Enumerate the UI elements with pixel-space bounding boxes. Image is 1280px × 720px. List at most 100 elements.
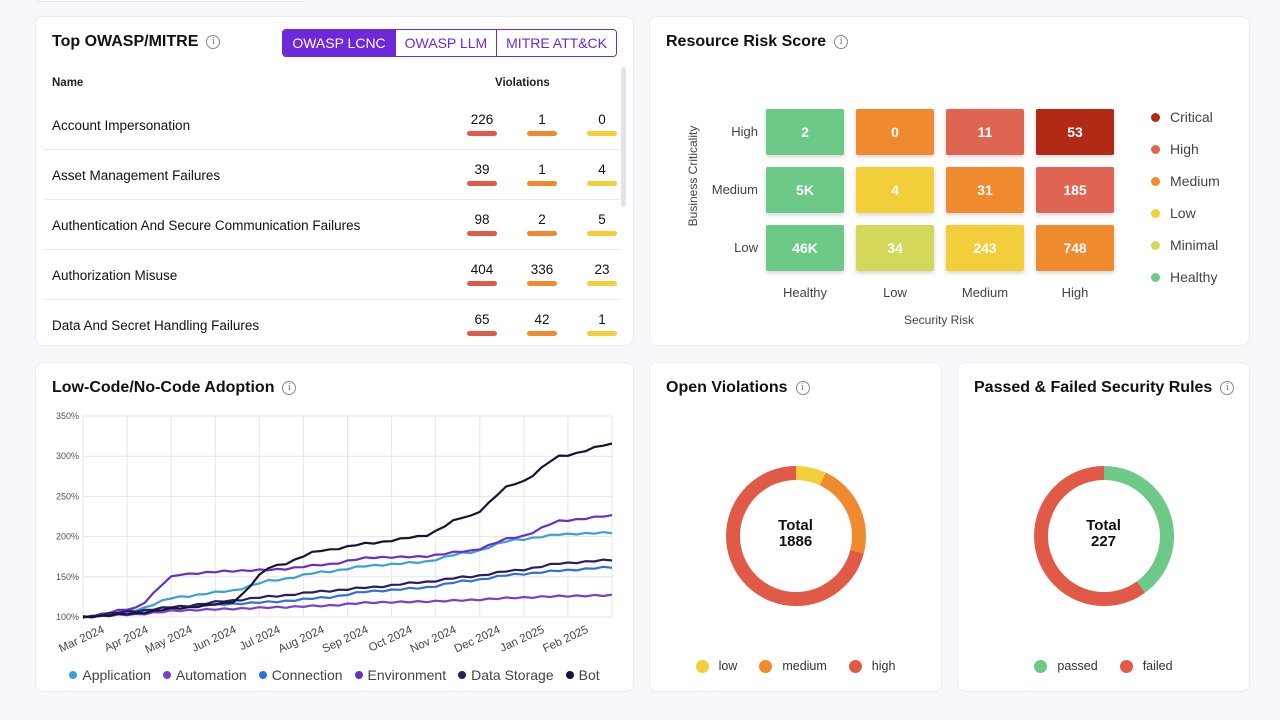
- risk-cell[interactable]: 34: [856, 225, 934, 271]
- legend-label: Medium: [1170, 173, 1220, 189]
- legend-item[interactable]: Low: [1151, 197, 1220, 229]
- violation-count: 1: [538, 112, 546, 127]
- risk-cell[interactable]: 243: [946, 225, 1024, 271]
- legend-item[interactable]: Medium: [1151, 165, 1220, 197]
- tab-owasp-lcnc[interactable]: OWASP LCNC: [283, 30, 396, 56]
- series-line-bot: [82, 442, 613, 619]
- violation-count: 2: [538, 212, 546, 227]
- risk-cell[interactable]: 4: [856, 167, 934, 213]
- column-header-name[interactable]: Name: [52, 77, 84, 89]
- legend-item[interactable]: Automation: [162, 667, 247, 683]
- legend-dot: [69, 671, 78, 679]
- violation-count: 1: [598, 312, 606, 327]
- legend-item[interactable]: medium: [759, 659, 827, 673]
- legend-label: failed: [1142, 659, 1173, 673]
- series-line-environment: [82, 514, 613, 618]
- adoption-title: Low-Code/No-Code Adoption i: [52, 379, 297, 397]
- open-violations-title: Open Violations i: [666, 379, 810, 397]
- top-panel-edge: [36, 0, 306, 2]
- security-rules-donut: [1034, 466, 1174, 606]
- violation-low: 23: [586, 262, 618, 286]
- legend-label: Data Storage: [471, 667, 554, 683]
- legend-dot: [1151, 240, 1160, 250]
- legend-item[interactable]: Healthy: [1151, 261, 1220, 293]
- risk-cell[interactable]: 31: [946, 167, 1024, 213]
- legend-item[interactable]: Application: [69, 667, 151, 683]
- severity-bar: [587, 281, 617, 286]
- table-row[interactable]: Data And Secret Handling Failures 65 42 1: [44, 300, 620, 346]
- legend-item[interactable]: Critical: [1151, 101, 1220, 133]
- x-axis-title: Security Risk: [904, 313, 975, 327]
- table-row[interactable]: Account Impersonation 226 1 0: [44, 100, 620, 150]
- risk-cell[interactable]: 185: [1036, 167, 1114, 213]
- risk-cell[interactable]: 11: [946, 109, 1024, 155]
- severity-bar: [587, 181, 617, 186]
- legend-item[interactable]: passed: [1034, 659, 1098, 673]
- legend-dot: [759, 659, 773, 673]
- info-icon[interactable]: i: [1220, 381, 1235, 395]
- legend-item[interactable]: Bot: [565, 667, 600, 683]
- violation-count: 4: [598, 162, 606, 177]
- legend-item[interactable]: Environment: [354, 667, 447, 683]
- x-tick-label: Feb 2025: [541, 624, 590, 655]
- legend-label: Environment: [367, 667, 447, 683]
- legend-item[interactable]: Data Storage: [458, 667, 554, 683]
- x-tick-label: Apr 2024: [103, 624, 151, 655]
- info-icon[interactable]: i: [795, 381, 810, 395]
- x-tick-label: May 2024: [143, 624, 194, 656]
- y-tick-label: 100%: [56, 612, 79, 622]
- legend-item[interactable]: low: [695, 659, 737, 673]
- tab-owasp-llm[interactable]: OWASP LLM: [395, 30, 498, 56]
- x-tick-label: Oct 2024: [367, 624, 415, 655]
- risk-cell[interactable]: 0: [856, 109, 934, 155]
- violation-count: 5: [598, 212, 606, 227]
- violation-high: 226: [466, 112, 498, 136]
- violation-high: 404: [466, 262, 498, 286]
- severity-bar: [467, 131, 497, 136]
- info-icon[interactable]: i: [282, 381, 297, 395]
- risk-cell[interactable]: 46K: [766, 225, 844, 271]
- legend-dot: [1151, 144, 1160, 154]
- column-header-violations[interactable]: Violations: [495, 77, 550, 89]
- legend-label: Healthy: [1170, 269, 1218, 285]
- risk-score-card: Resource Risk Score i Critical High Medium…: [649, 16, 1250, 346]
- table-row[interactable]: Authentication And Secure Communication …: [44, 200, 620, 250]
- legend-item[interactable]: failed: [1119, 659, 1173, 673]
- severity-bar: [527, 281, 557, 286]
- legend-label: Automation: [175, 667, 247, 683]
- violation-count: 226: [470, 112, 494, 127]
- x-tick-label: Jul 2024: [238, 624, 283, 654]
- severity-bar: [587, 231, 617, 236]
- legend-item[interactable]: high: [848, 659, 895, 673]
- table-row[interactable]: Authorization Misuse 404 336 23: [44, 250, 620, 300]
- info-icon[interactable]: i: [206, 35, 221, 49]
- legend-item[interactable]: High: [1151, 133, 1220, 165]
- tab-mitre-attack[interactable]: MITRE ATT&CK: [497, 30, 616, 56]
- donut-total-value: 1886: [778, 533, 813, 550]
- y-axis-label: High: [731, 124, 758, 139]
- row-name: Asset Management Failures: [52, 168, 221, 183]
- legend-label: Bot: [578, 667, 600, 683]
- legend-item[interactable]: Minimal: [1151, 229, 1220, 261]
- row-name: Authentication And Secure Communication …: [52, 218, 361, 233]
- table-row[interactable]: Asset Management Failures 39 1 4: [44, 150, 620, 200]
- risk-cell[interactable]: 748: [1036, 225, 1114, 271]
- risk-cell[interactable]: 5K: [766, 167, 844, 213]
- donut-slice-medium: [726, 466, 866, 606]
- info-icon[interactable]: i: [834, 35, 849, 49]
- risk-score-title: Resource Risk Score i: [666, 33, 849, 51]
- owasp-title: Top OWASP/MITRE i: [52, 33, 221, 51]
- table-scrollbar[interactable]: [621, 67, 626, 207]
- severity-bar: [467, 281, 497, 286]
- violation-high: 65: [466, 312, 498, 336]
- risk-cell[interactable]: 2: [766, 109, 844, 155]
- x-tick-label: Aug 2024: [277, 624, 327, 656]
- violation-low: 5: [586, 212, 618, 236]
- legend-dot: [1151, 272, 1160, 282]
- legend-label: Critical: [1170, 109, 1213, 125]
- violation-low: 1: [586, 312, 618, 336]
- risk-cell[interactable]: 53: [1036, 109, 1114, 155]
- y-tick-label: 300%: [56, 451, 79, 461]
- legend-item[interactable]: Connection: [258, 667, 343, 683]
- open-violations-donut: [726, 466, 866, 606]
